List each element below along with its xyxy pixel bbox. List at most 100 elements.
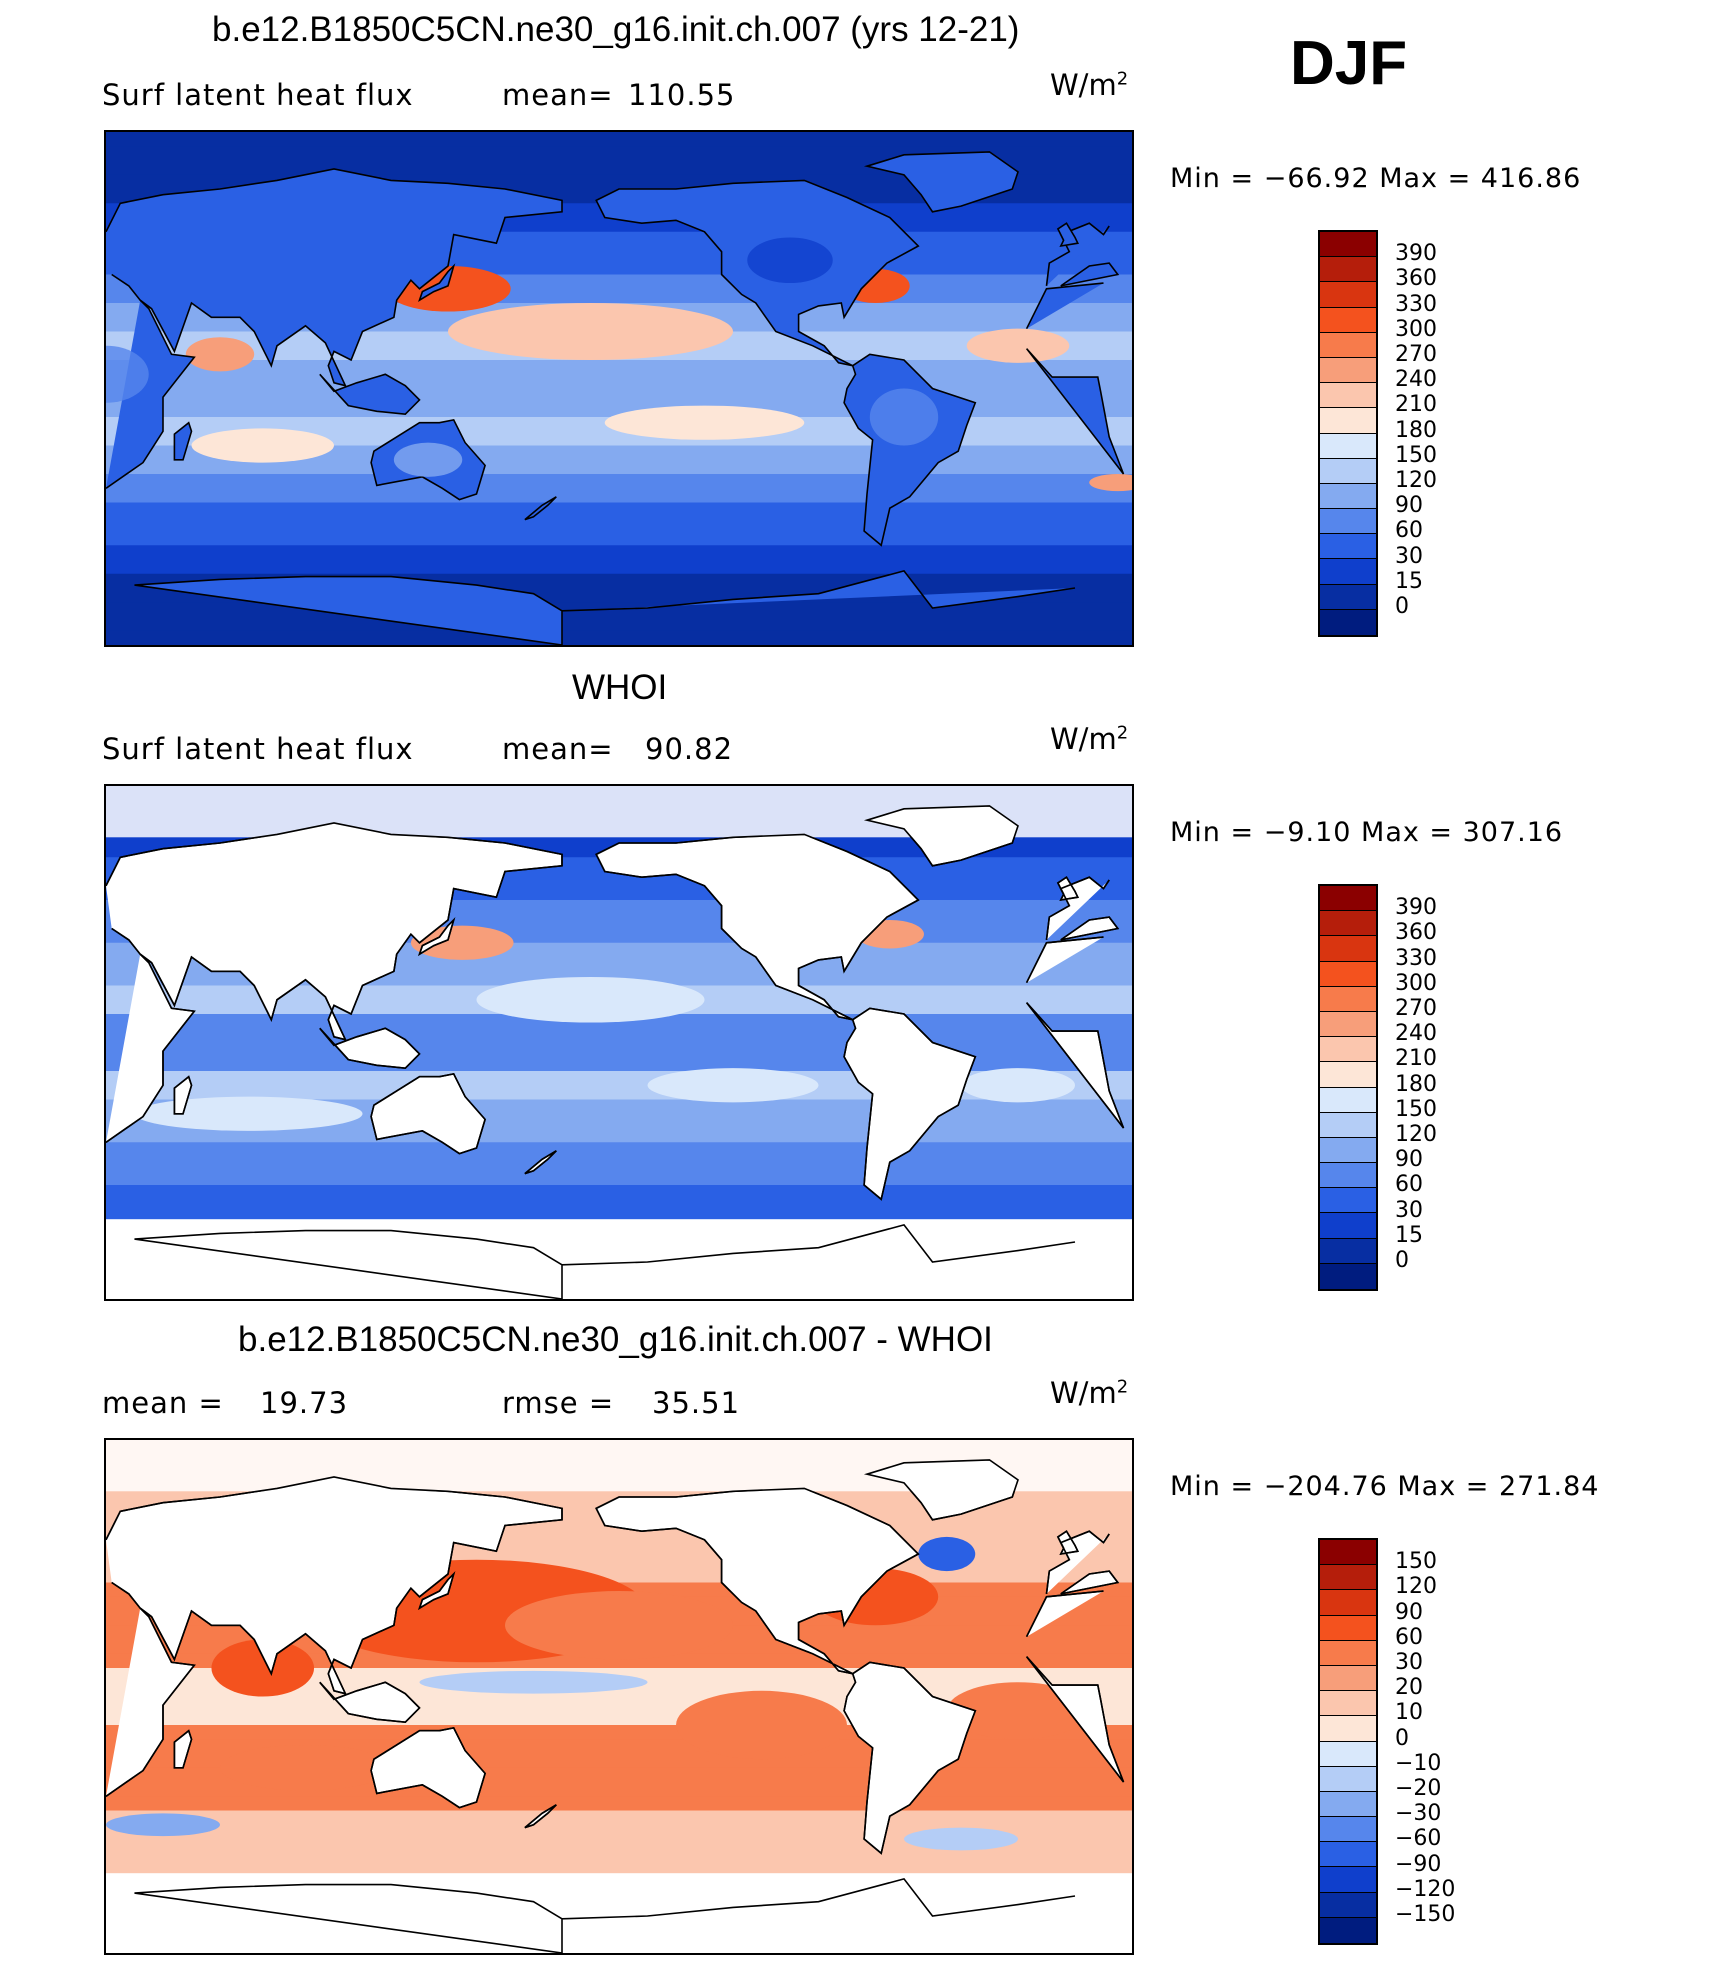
colorbar-swatch	[1320, 257, 1376, 283]
coastline-outline-nz	[524, 1150, 557, 1175]
missing-data-south	[106, 1219, 1132, 1299]
colorbar-swatch	[1320, 1263, 1376, 1289]
coastline-outline-japan	[418, 917, 456, 957]
flux-anomaly-region	[476, 976, 705, 1023]
colorbar-swatch	[1320, 961, 1376, 987]
colorbar-swatch	[1320, 509, 1376, 535]
colorbar-label: 60	[1395, 1624, 1423, 1650]
colorbar-label: −30	[1395, 1801, 1442, 1827]
colorbar-label: 60	[1395, 518, 1423, 544]
land-flux-region	[106, 345, 149, 403]
flux-anomaly-region	[918, 1536, 976, 1572]
colorbar-label: 30	[1395, 543, 1423, 569]
coastline-outline-namerica	[595, 833, 920, 1021]
missing-data-north	[106, 1440, 1132, 1492]
colorbar-swatch	[1320, 559, 1376, 585]
colorbar-swatch	[1320, 1741, 1376, 1767]
colorbar-label: −20	[1395, 1776, 1442, 1801]
colorbar-swatch	[1320, 433, 1376, 459]
colorbar-swatch	[1320, 1137, 1376, 1164]
ocean-band	[106, 1170, 1132, 1186]
colorbar-label: 240	[1395, 367, 1437, 393]
ocean-band	[106, 360, 1132, 375]
panel-2-mean-label: mean=	[502, 732, 614, 766]
coastline-outline-australia	[370, 1726, 486, 1809]
ocean-band	[106, 388, 1132, 404]
colorbar-swatch	[1320, 1188, 1376, 1214]
panel-1-mean-value: 110.55	[628, 78, 736, 112]
ocean-band	[106, 1156, 1132, 1172]
missing-data-south	[106, 1873, 1132, 1953]
ocean-band	[106, 545, 1132, 560]
colorbar-label: 300	[1395, 316, 1437, 342]
colorbar-swatch	[1320, 1917, 1376, 1943]
coastline-uk	[1056, 222, 1079, 248]
panel-1-title: b.e12.B1850C5CN.ne30_g16.init.ch.007 (yr…	[212, 10, 1020, 49]
ocean-band	[106, 1185, 1132, 1200]
panel-2-variable-label: Surf latent heat flux	[102, 732, 414, 766]
colorbar-swatch	[1320, 1590, 1376, 1616]
colorbar-label: 390	[1395, 241, 1437, 267]
colorbar-label: 180	[1395, 1071, 1437, 1097]
ocean-band	[106, 616, 1132, 632]
colorbar-swatch	[1320, 534, 1376, 560]
coastline-outline-antarctica	[134, 1877, 1076, 1953]
ocean-band	[106, 1810, 1132, 1826]
panel-3-rmse-value: 35.51	[652, 1386, 741, 1420]
flux-anomaly-region	[961, 1068, 1075, 1103]
missing-data-north	[106, 786, 1132, 838]
ocean-band	[106, 630, 1132, 645]
ocean-band	[106, 1028, 1132, 1043]
flux-anomaly-region	[448, 303, 733, 360]
panel-2-colorbar	[1318, 884, 1378, 1291]
colorbar-label: 90	[1395, 493, 1423, 519]
colorbar-label: 390	[1395, 895, 1437, 921]
coastline-outline-africa	[106, 1590, 1125, 1797]
flux-anomaly-region	[966, 328, 1070, 363]
colorbar-swatch	[1320, 232, 1376, 258]
panel-3-rmse-label: rmse =	[502, 1386, 615, 1420]
ocean-band	[106, 1142, 1132, 1157]
flux-anomaly-region	[505, 1591, 733, 1660]
colorbar-swatch	[1320, 1766, 1376, 1792]
colorbar-label: 0	[1395, 1248, 1409, 1273]
colorbar-swatch	[1320, 1691, 1376, 1717]
flux-anomaly-region	[1089, 474, 1132, 492]
ocean-band	[106, 1042, 1132, 1058]
ocean-band	[106, 374, 1132, 389]
colorbar-swatch	[1320, 1565, 1376, 1591]
colorbar-label: 150	[1395, 1549, 1437, 1575]
colorbar-label: 300	[1395, 970, 1437, 996]
colorbar-swatch	[1320, 584, 1376, 610]
colorbar-swatch	[1320, 886, 1376, 912]
land-flux-region	[393, 442, 463, 477]
ocean-band	[106, 1853, 1132, 1868]
coastline-greenland	[863, 151, 1019, 213]
flux-anomaly-region	[134, 1096, 363, 1131]
panel-2-title: WHOI	[572, 668, 668, 707]
panel-3-units: W/m2	[1050, 1376, 1129, 1410]
colorbar-swatch	[1320, 1615, 1376, 1641]
colorbar-label: 180	[1395, 417, 1437, 443]
colorbar-swatch	[1320, 1213, 1376, 1239]
colorbar-label: 210	[1395, 1046, 1437, 1072]
coastline-africa	[106, 282, 1125, 489]
panel-1-map	[104, 130, 1134, 647]
flux-anomaly-region	[106, 1813, 220, 1837]
ocean-band	[106, 1796, 1132, 1811]
colorbar-swatch	[1320, 458, 1376, 484]
map-canvas	[106, 786, 1132, 1299]
colorbar-swatch	[1320, 1665, 1376, 1692]
panel-1-colorbar	[1318, 230, 1378, 637]
coastline-outline-nz	[524, 1804, 557, 1829]
colorbar-swatch	[1320, 1062, 1376, 1088]
colorbar-label: 30	[1395, 1197, 1423, 1223]
land-flux-region	[747, 237, 833, 284]
colorbar-swatch	[1320, 332, 1376, 358]
panel-2-map	[104, 784, 1134, 1301]
colorbar-label: 60	[1395, 1172, 1423, 1198]
panel-1-mean-label: mean=	[502, 78, 614, 112]
season-label: DJF	[1290, 29, 1408, 98]
coastline-outline-uk	[1056, 1530, 1079, 1556]
colorbar-label: 150	[1395, 1096, 1437, 1122]
